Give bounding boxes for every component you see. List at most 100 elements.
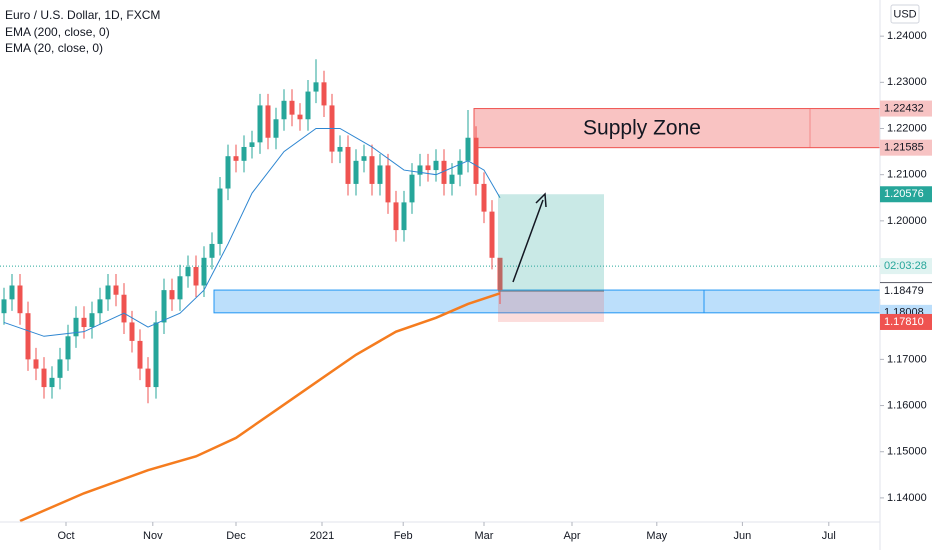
supply-zone bbox=[473, 108, 881, 149]
candle-body bbox=[9, 285, 15, 300]
candle-body bbox=[41, 368, 47, 388]
countdown-tag-label: 02:03:28 bbox=[884, 260, 927, 272]
candle-body bbox=[385, 165, 391, 203]
candle-body bbox=[473, 137, 479, 184]
position-stop bbox=[498, 291, 604, 322]
y-tick-label: 1.16000 bbox=[887, 399, 927, 411]
candle-body bbox=[321, 82, 327, 106]
supply-zone-label: Supply Zone bbox=[583, 117, 701, 140]
candle-body bbox=[145, 368, 151, 388]
x-tick-label: May bbox=[646, 530, 667, 542]
candle-body bbox=[225, 156, 231, 189]
price-tag bbox=[880, 139, 932, 156]
candle-body bbox=[297, 114, 303, 120]
price-tag bbox=[880, 100, 932, 117]
candle-body bbox=[369, 156, 375, 184]
candle-body bbox=[89, 313, 95, 328]
ema-line bbox=[19, 292, 501, 523]
candle-body bbox=[177, 276, 183, 300]
candle-body bbox=[65, 336, 71, 360]
candle-body bbox=[401, 202, 407, 231]
price-tag-label: 1.20576 bbox=[884, 188, 924, 200]
currency-box[interactable] bbox=[890, 4, 920, 24]
candle-body bbox=[153, 322, 159, 388]
candle-body bbox=[1, 299, 7, 314]
candle-body bbox=[361, 156, 367, 161]
symbol-title: Euro / U.S. Dollar, 1D, FXCM bbox=[5, 8, 160, 22]
price-tag-label: 1.21585 bbox=[884, 142, 924, 154]
x-tick-label: Oct bbox=[57, 530, 74, 542]
y-tick-label: 1.17000 bbox=[887, 353, 927, 365]
candle-body bbox=[201, 257, 207, 286]
candle-body bbox=[449, 174, 455, 184]
candle-body bbox=[393, 202, 399, 231]
price-tag-label: 1.17810 bbox=[884, 316, 924, 328]
candle-body bbox=[441, 160, 447, 184]
y-tick-label: 1.23000 bbox=[887, 76, 927, 88]
candle-body bbox=[345, 146, 351, 184]
price-tag bbox=[880, 186, 932, 203]
candle-body bbox=[73, 317, 79, 337]
candle-body bbox=[273, 119, 279, 138]
legend-entry: EMA (20, close, 0) bbox=[5, 41, 103, 55]
price-tag bbox=[880, 313, 932, 330]
x-tick-label: Jul bbox=[822, 530, 836, 542]
ema-line bbox=[3, 128, 501, 337]
candle-body bbox=[105, 285, 111, 300]
candle-body bbox=[137, 340, 143, 369]
x-tick-label: Feb bbox=[394, 530, 413, 542]
price-tag-label: 1.22432 bbox=[884, 102, 924, 114]
candle-body bbox=[129, 322, 135, 341]
candle-body bbox=[57, 359, 63, 378]
candle-body bbox=[465, 137, 471, 161]
candle-body bbox=[489, 211, 495, 258]
candle-body bbox=[33, 359, 39, 369]
candle-body bbox=[337, 146, 343, 152]
y-tick-label: 1.24000 bbox=[887, 30, 927, 42]
candle-body bbox=[169, 290, 175, 300]
price-tag-label: 1.18479 bbox=[884, 285, 924, 297]
position-target bbox=[498, 194, 604, 292]
y-tick-label: 1.20000 bbox=[887, 215, 927, 227]
candle-body bbox=[193, 267, 199, 286]
legend-entry: EMA (200, close, 0) bbox=[5, 25, 110, 39]
candle-body bbox=[81, 317, 87, 328]
candle-body bbox=[377, 165, 383, 184]
candle-body bbox=[289, 100, 295, 115]
x-tick-label: Jun bbox=[734, 530, 752, 542]
candle-body bbox=[497, 257, 503, 291]
candle-body bbox=[249, 142, 255, 147]
y-tick-label: 1.14000 bbox=[887, 492, 927, 504]
candle-body bbox=[209, 243, 215, 258]
candle-body bbox=[481, 183, 487, 212]
y-tick-label: 1.21000 bbox=[887, 169, 927, 181]
candle-body bbox=[281, 100, 287, 120]
y-tick-label: 1.15000 bbox=[887, 446, 927, 458]
candle-body bbox=[305, 91, 311, 120]
currency[interactable]: USD bbox=[893, 8, 916, 20]
candle-body bbox=[121, 294, 127, 323]
x-tick-label: 2021 bbox=[310, 530, 334, 542]
candle-body bbox=[417, 165, 423, 175]
candle-body bbox=[241, 146, 247, 161]
candle-body bbox=[313, 82, 319, 92]
candle-body bbox=[97, 299, 103, 314]
candle-body bbox=[49, 377, 55, 388]
x-tick-label: Nov bbox=[143, 530, 163, 542]
candle-body bbox=[217, 188, 223, 244]
candle-body bbox=[113, 285, 119, 295]
candle-body bbox=[425, 165, 431, 171]
price-tag bbox=[880, 283, 932, 300]
candle-body bbox=[433, 160, 439, 171]
countdown-tag bbox=[880, 258, 932, 275]
y-tick-label: 1.22000 bbox=[887, 122, 927, 134]
x-tick-label: Mar bbox=[475, 530, 494, 542]
arrow bbox=[512, 199, 544, 283]
candle-body bbox=[161, 290, 167, 323]
candle-body bbox=[257, 105, 263, 143]
arrow-head bbox=[535, 192, 547, 208]
x-tick-label: Dec bbox=[226, 530, 246, 542]
candle-body bbox=[185, 267, 191, 277]
